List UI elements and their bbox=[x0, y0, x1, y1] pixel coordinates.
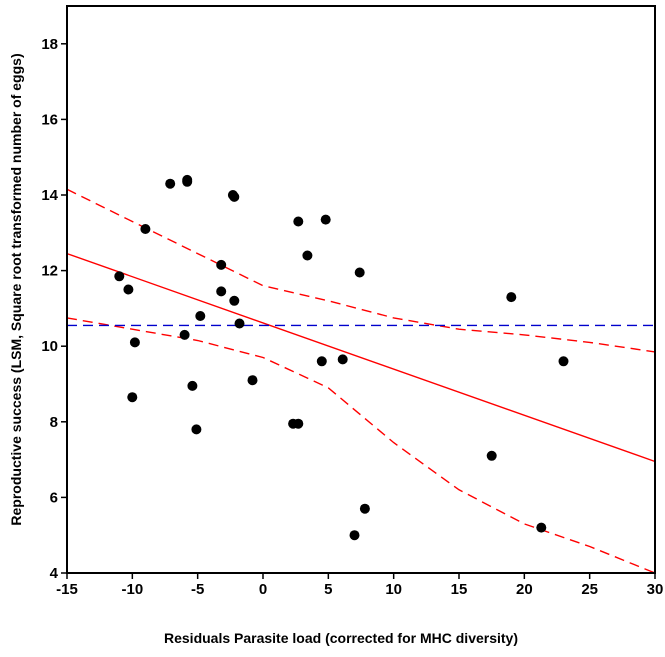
data-point bbox=[558, 356, 569, 367]
data-point bbox=[216, 259, 227, 270]
data-point bbox=[127, 392, 138, 403]
confidence-band-line bbox=[66, 317, 656, 574]
y-axis-title: Reproductive success (LSM, Square root t… bbox=[8, 53, 24, 525]
data-point bbox=[195, 311, 206, 321]
x-tick-label: -5 bbox=[191, 581, 204, 598]
x-tick-label: 15 bbox=[451, 581, 468, 598]
x-tick-label: 5 bbox=[324, 581, 332, 598]
data-point bbox=[354, 267, 365, 278]
data-point bbox=[247, 375, 258, 386]
regression-line bbox=[66, 252, 656, 463]
data-point bbox=[216, 286, 227, 297]
y-tick-label: 14 bbox=[41, 187, 58, 204]
data-point bbox=[191, 424, 202, 435]
y-tick-label: 10 bbox=[41, 338, 58, 355]
y-tick-label: 8 bbox=[50, 414, 58, 431]
data-point bbox=[293, 216, 304, 227]
data-point bbox=[349, 530, 360, 541]
x-tick-label: 30 bbox=[647, 581, 664, 598]
data-points bbox=[114, 174, 569, 541]
data-point bbox=[229, 191, 240, 202]
confidence-band-line bbox=[66, 188, 656, 353]
ticks: -15 -10 -5 0 5 10 15 20 25 30 4 6 8 10 12 14 16 18 bbox=[41, 36, 663, 598]
data-point bbox=[506, 292, 517, 303]
x-tick-label: 10 bbox=[385, 581, 402, 598]
x-tick-label: 0 bbox=[259, 581, 267, 598]
x-axis-title: Residuals Parasite load (corrected for M… bbox=[164, 630, 518, 646]
data-point bbox=[140, 224, 151, 234]
axes bbox=[66, 5, 656, 574]
x-tick-label: -15 bbox=[56, 581, 78, 598]
data-point bbox=[182, 176, 193, 187]
plot-frame bbox=[66, 5, 656, 574]
data-point bbox=[293, 418, 304, 429]
data-point bbox=[359, 503, 370, 514]
data-point bbox=[486, 450, 497, 461]
y-tick-label: 4 bbox=[50, 565, 59, 582]
y-tick-label: 18 bbox=[41, 36, 58, 53]
x-tick-label: 25 bbox=[581, 581, 598, 598]
y-tick-label: 16 bbox=[41, 111, 58, 128]
data-point bbox=[536, 522, 547, 533]
data-point bbox=[123, 284, 134, 295]
data-point bbox=[229, 295, 240, 306]
data-point bbox=[316, 356, 327, 367]
x-tick-label: 20 bbox=[516, 581, 533, 598]
data-point bbox=[129, 337, 140, 348]
data-point bbox=[114, 271, 125, 282]
data-point bbox=[179, 329, 190, 340]
fit-lines bbox=[66, 188, 656, 574]
data-point bbox=[337, 354, 348, 365]
data-point bbox=[187, 380, 198, 391]
data-point bbox=[234, 318, 245, 329]
data-point bbox=[320, 214, 331, 225]
y-tick-label: 6 bbox=[50, 489, 58, 506]
y-tick-label: 12 bbox=[41, 263, 58, 280]
data-point bbox=[165, 178, 176, 189]
x-tick-label: -10 bbox=[121, 581, 143, 598]
data-point bbox=[302, 250, 313, 261]
